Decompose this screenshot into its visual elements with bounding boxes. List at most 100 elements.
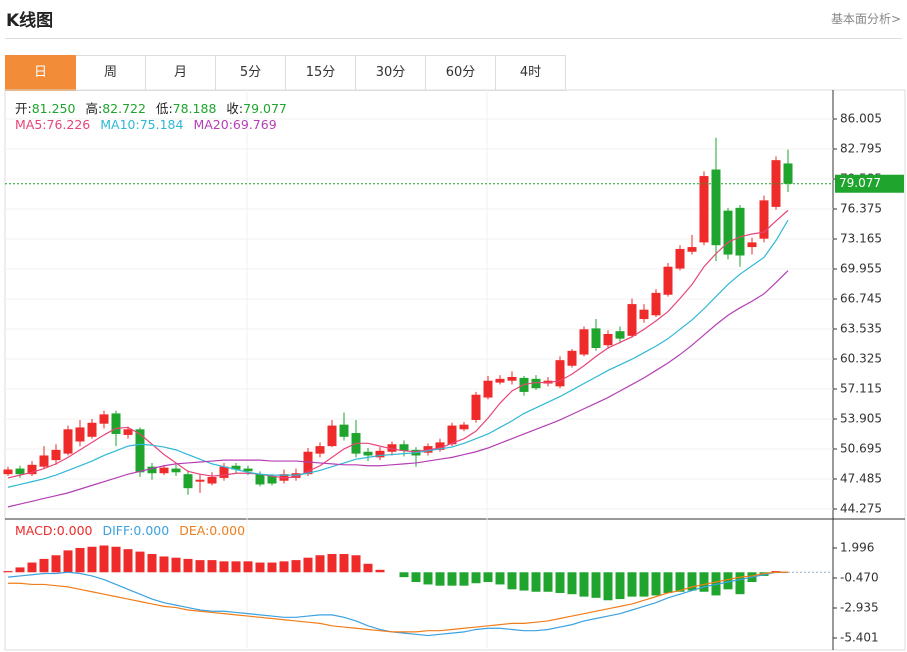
legend-name: MACD: bbox=[15, 523, 57, 538]
macd-bar bbox=[255, 562, 265, 573]
macd-bar bbox=[171, 557, 181, 573]
legend-value: 0.000 bbox=[209, 523, 246, 538]
last-price-box bbox=[835, 174, 904, 193]
macd-bar bbox=[687, 572, 697, 591]
macd-legend: MACD:0.000 DIFF:0.000 DEA:0.000 bbox=[15, 523, 255, 538]
macd-bar bbox=[243, 561, 253, 573]
candle-body bbox=[147, 466, 157, 474]
y-tick-label: 66.745 bbox=[840, 291, 882, 305]
candle-body bbox=[123, 429, 133, 435]
macd-line bbox=[7, 571, 788, 637]
macd-bar bbox=[399, 572, 409, 578]
macd-bar bbox=[159, 556, 169, 573]
candle-body bbox=[447, 425, 457, 445]
y-tick-label: 44.275 bbox=[840, 501, 882, 515]
summary-value: 78.188 bbox=[172, 101, 217, 116]
macd-bar bbox=[339, 554, 349, 573]
macd-bar bbox=[39, 558, 49, 573]
macd-bar bbox=[615, 572, 625, 600]
macd-bar bbox=[459, 572, 469, 586]
fundamentals-link[interactable]: 基本面分析> bbox=[830, 12, 901, 26]
y-tick-label: 69.955 bbox=[840, 261, 882, 275]
macd-bar bbox=[111, 546, 121, 573]
macd-bar bbox=[627, 572, 637, 597]
macd-bar bbox=[771, 571, 781, 573]
y-tick-label: -0.470 bbox=[840, 571, 879, 585]
candle-body bbox=[75, 427, 85, 442]
y-tick-label: 76.375 bbox=[840, 201, 882, 215]
candle-body bbox=[783, 163, 793, 184]
y-tick-label: 53.905 bbox=[840, 411, 882, 425]
candle-body bbox=[111, 413, 121, 434]
candle-body bbox=[723, 210, 733, 255]
candle-body bbox=[759, 200, 769, 239]
candle-body bbox=[699, 176, 709, 243]
macd-bar bbox=[363, 563, 373, 573]
macd-bar bbox=[735, 572, 745, 595]
ma-line bbox=[7, 219, 789, 488]
legend-name: MA5: bbox=[15, 117, 47, 132]
candle-body bbox=[555, 360, 565, 387]
macd-bar bbox=[135, 551, 145, 573]
candle-body bbox=[387, 444, 397, 452]
y-tick-label: 73.165 bbox=[840, 231, 882, 245]
candle-body bbox=[339, 424, 349, 437]
candle-body bbox=[579, 329, 589, 355]
candle-body bbox=[255, 474, 265, 485]
candle-body bbox=[99, 414, 109, 424]
macd-bar bbox=[579, 572, 589, 597]
legend-value: 75.184 bbox=[139, 117, 184, 132]
macd-bar bbox=[219, 561, 229, 573]
candle-body bbox=[243, 468, 253, 472]
candle-body bbox=[171, 468, 181, 473]
macd-bar bbox=[675, 572, 685, 592]
candle-body bbox=[663, 266, 673, 295]
macd-bar bbox=[183, 558, 193, 573]
macd-bar bbox=[75, 547, 85, 573]
macd-bar bbox=[495, 572, 505, 585]
y-tick-label: 82.795 bbox=[840, 141, 882, 155]
candle-body bbox=[195, 479, 205, 482]
macd-bar bbox=[123, 549, 133, 573]
legend-value: 76.226 bbox=[46, 117, 91, 132]
macd-bar bbox=[303, 557, 313, 573]
y-tick-label: 50.695 bbox=[840, 441, 882, 455]
y-tick-label: -5.401 bbox=[840, 631, 879, 645]
period-tab[interactable]: 日 bbox=[5, 55, 76, 91]
macd-bar bbox=[327, 554, 337, 573]
macd-bar bbox=[435, 572, 445, 586]
candle-body bbox=[87, 422, 97, 437]
candle-body bbox=[603, 333, 613, 346]
ohlc-legend: 开:81.250 高:82.722 低:78.188 收:79.077 bbox=[15, 98, 297, 117]
legend-name: MA20: bbox=[193, 117, 233, 132]
macd-bar bbox=[195, 560, 205, 573]
period-tab[interactable]: 5分 bbox=[216, 55, 286, 91]
candle-body bbox=[591, 328, 601, 349]
candle-body bbox=[51, 449, 61, 461]
period-tab[interactable]: 月 bbox=[146, 55, 216, 91]
macd-bar bbox=[507, 572, 517, 590]
candle-body bbox=[267, 476, 277, 484]
candle-body bbox=[363, 451, 373, 456]
candle-body bbox=[483, 380, 493, 398]
macd-bar bbox=[63, 550, 73, 573]
candle-body bbox=[627, 304, 637, 336]
macd-bar bbox=[555, 572, 565, 593]
period-tab[interactable]: 30分 bbox=[356, 55, 426, 91]
candle-body bbox=[639, 309, 649, 320]
ma-line bbox=[7, 209, 789, 479]
macd-bar bbox=[471, 572, 481, 584]
candle-body bbox=[39, 455, 49, 467]
macd-bar bbox=[447, 572, 457, 586]
candle-body bbox=[771, 160, 781, 207]
candle-body bbox=[735, 207, 745, 256]
legend-value: 0.000 bbox=[56, 523, 93, 538]
candle-body bbox=[567, 350, 577, 366]
period-tab[interactable]: 60分 bbox=[426, 55, 496, 91]
candle-body bbox=[615, 331, 625, 339]
macd-bar bbox=[567, 572, 577, 595]
macd-bar bbox=[543, 572, 553, 592]
macd-bar bbox=[15, 567, 25, 573]
candle-body bbox=[711, 169, 721, 246]
